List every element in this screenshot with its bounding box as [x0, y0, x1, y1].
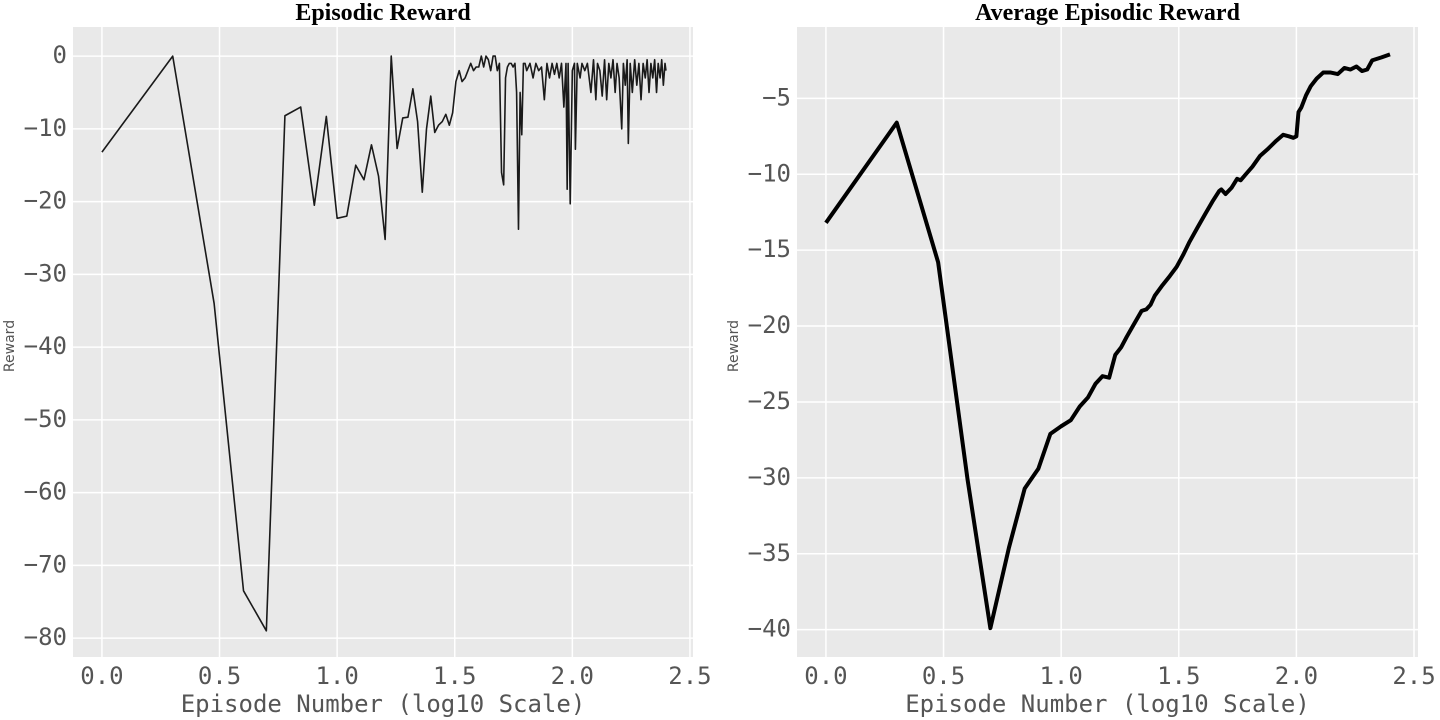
- plot-area: [73, 27, 693, 657]
- y-tick-label: −10: [748, 159, 791, 187]
- chart-title: Episodic Reward: [295, 0, 471, 26]
- y-axis-label: Reward: [2, 320, 18, 372]
- y-tick-label: −30: [748, 463, 791, 491]
- plot-area: [797, 27, 1418, 657]
- y-tick-label: −35: [748, 539, 791, 567]
- x-tick-label: 0.5: [922, 662, 965, 690]
- data-line: [101, 55, 667, 632]
- x-tick-label: 0.0: [80, 662, 123, 690]
- x-tick-label: 1.0: [1039, 662, 1082, 690]
- y-tick-label: −40: [748, 615, 791, 643]
- chart-title: Average Episodic Reward: [975, 0, 1241, 26]
- y-tick-label: 0: [53, 41, 67, 69]
- y-tick-label: −40: [24, 332, 67, 360]
- x-tick-label: 2.0: [551, 662, 594, 690]
- y-tick-label: −20: [24, 187, 67, 215]
- x-tick-label: 0.0: [804, 662, 847, 690]
- y-tick-label: −5: [762, 83, 791, 111]
- x-tick-label: 2.5: [1392, 662, 1435, 690]
- y-tick-label: −15: [748, 235, 791, 263]
- x-tick-label: 2.0: [1275, 662, 1318, 690]
- y-tick-label: −10: [24, 114, 67, 142]
- x-tick-label: 1.0: [315, 662, 358, 690]
- x-axis-label: Episode Number (log10 Scale): [905, 690, 1310, 718]
- x-tick-label: 2.5: [668, 662, 711, 690]
- x-tick-label: 1.5: [1157, 662, 1200, 690]
- y-axis-label: Reward: [726, 320, 742, 372]
- y-tick-label: −70: [24, 550, 67, 578]
- y-tick-label: −20: [748, 311, 791, 339]
- x-axis-label: Episode Number (log10 Scale): [181, 690, 586, 718]
- y-tick-label: −25: [748, 387, 791, 415]
- x-tick-label: 1.5: [433, 662, 476, 690]
- y-tick-label: −30: [24, 259, 67, 287]
- y-tick-label: −50: [24, 405, 67, 433]
- y-tick-label: −60: [24, 478, 67, 506]
- data-line: [824, 52, 1391, 631]
- y-tick-label: −80: [24, 623, 67, 651]
- x-tick-label: 0.5: [198, 662, 241, 690]
